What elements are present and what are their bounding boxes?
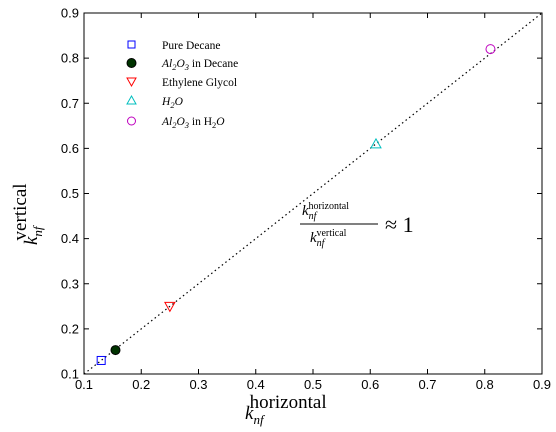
y-tick-label: 0.2 [61,321,79,336]
x-tick-label: 0.2 [132,377,150,392]
y-tick-label: 0.7 [61,96,79,111]
y-tick-label: 0.3 [61,276,79,291]
legend-label-pure-decane: Pure Decane [162,40,220,52]
y-tick-label: 0.1 [61,367,79,382]
x-tick-label: 0.9 [533,377,551,392]
x-tick-label: 0.8 [476,377,494,392]
y-tick-label: 0.6 [61,141,79,156]
legend-marker-filled-circle [127,59,136,68]
annotation-relation: ≈ 1 [385,212,414,237]
legend-label-al2o3-h2o: Al2O3 in H2O [161,116,225,130]
data-point-al2o3-decane [111,346,120,355]
x-tick-label: 0.4 [247,377,265,392]
x-tick-label: 0.7 [418,377,436,392]
x-axis-label: knfhorizontal [245,392,327,427]
legend-label-ethylene-glycol: Ethylene Glycol [162,77,237,89]
y-tick-label: 0.9 [61,6,79,21]
x-tick-label: 0.6 [361,377,379,392]
y-axis-label: knfvertical [10,183,45,245]
x-tick-label: 0.3 [189,377,207,392]
y-tick-label: 0.4 [61,231,79,246]
x-tick-label: 0.5 [304,377,322,392]
y-tick-label: 0.8 [61,51,79,66]
y-tick-label: 0.5 [61,186,79,201]
